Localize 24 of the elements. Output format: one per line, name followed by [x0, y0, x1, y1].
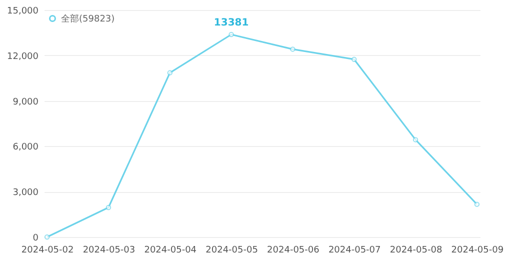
point — [412, 137, 418, 142]
point — [106, 204, 112, 210]
data-label: 13381 — [214, 18, 249, 28]
y-tick-label: 3,000 — [12, 188, 39, 198]
point — [474, 202, 480, 207]
x-tick-label: 2024-05-08 — [390, 246, 442, 256]
x-tick-label: 2024-05-03 — [82, 246, 136, 256]
point — [44, 234, 50, 240]
y-tick-label: 0 — [32, 234, 39, 244]
y-tick-label: 6,000 — [12, 142, 39, 153]
point — [290, 46, 296, 52]
point — [351, 56, 357, 62]
point — [167, 70, 173, 76]
x-tick-label: 2024-05-04 — [144, 246, 197, 256]
x-tick-label: 2024-05-05 — [206, 246, 258, 256]
x-tick-label: 2024-05-07 — [328, 246, 381, 256]
y-tick-label: 15,000 — [7, 6, 39, 16]
legend-label: 全部(59823) — [61, 14, 115, 24]
y-tick-label: 12,000 — [7, 52, 39, 62]
point — [228, 32, 234, 38]
x-tick-label: 2024-05-09 — [451, 246, 504, 256]
x-tick-label: 2024-05-06 — [267, 246, 320, 256]
y-tick-label: 9,000 — [12, 97, 39, 108]
x-tick-label: 2024-05-02 — [21, 246, 74, 256]
